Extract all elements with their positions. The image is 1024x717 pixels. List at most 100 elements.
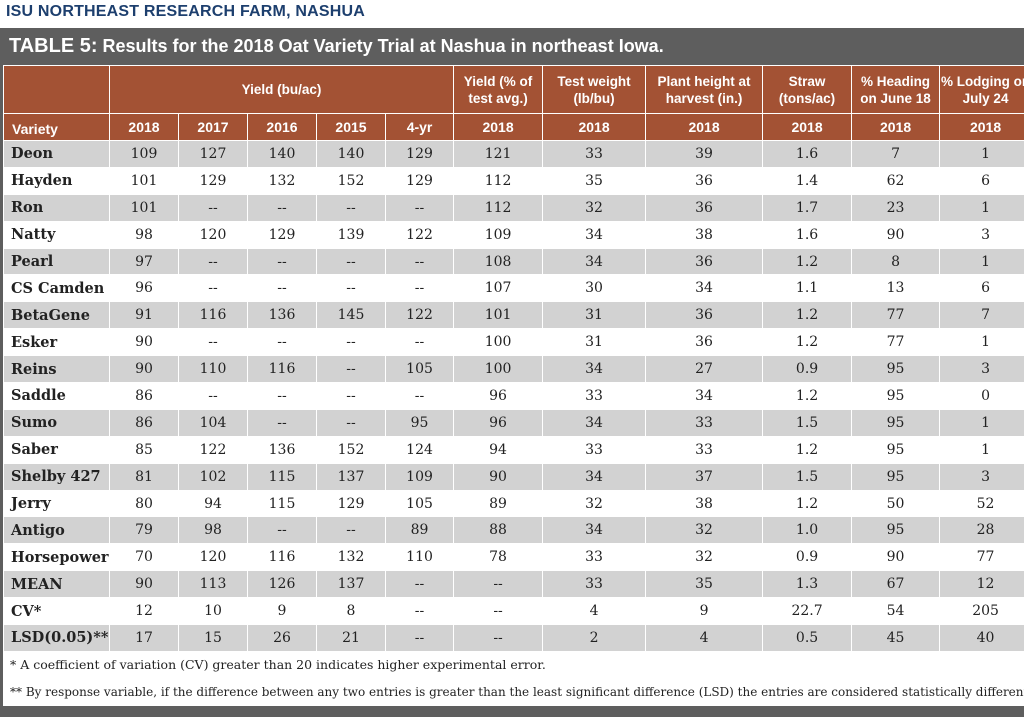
value-cell: 8 [316,597,386,626]
value-cell: 35 [542,166,647,195]
value-cell: 77 [851,328,941,357]
value-cell: 2 [542,624,647,652]
table-row: CV* 12 10 9 8 -- -- 4 9 22.7 54 205 [3,597,1024,626]
value-cell: -- [384,328,455,357]
value-cell: 95 [384,408,455,437]
table-row: Sumo 86 104 -- -- 95 96 34 33 1.5 95 1 [3,408,1024,437]
value-cell: 1.2 [762,328,853,357]
value-cell: 32 [542,489,647,518]
value-cell: 34 [542,462,647,491]
value-cell: 6 [939,274,1024,303]
value-cell: 120 [178,220,248,249]
value-cell: 38 [645,489,764,518]
variety-cell: Hayden [3,166,110,195]
variety-cell: Antigo [3,516,110,545]
value-cell: 7 [939,301,1024,330]
year-header: 2016 [247,113,317,141]
value-cell: 116 [247,543,317,572]
value-cell: 36 [645,301,764,330]
value-cell: 35 [645,570,764,599]
value-cell: 1.6 [762,220,853,249]
value-cell: 15 [178,624,248,652]
value-cell: 26 [247,624,317,652]
value-cell: -- [247,274,317,303]
variety-header: Variety [3,113,110,141]
variety-cell: BetaGene [3,301,110,330]
value-cell: -- [316,247,386,276]
value-cell: -- [453,597,544,626]
value-cell: 94 [453,435,544,464]
table-title-text: Results for the 2018 Oat Variety Trial a… [97,36,664,56]
variety-cell: Pearl [3,247,110,276]
value-cell: -- [316,516,386,545]
variety-cell: Ron [3,193,110,222]
value-cell: 1 [939,193,1024,222]
value-cell: 100 [453,328,544,357]
value-cell: -- [453,624,544,652]
value-cell: 88 [453,516,544,545]
value-cell: 50 [851,489,941,518]
value-cell: 139 [316,220,386,249]
value-cell: 34 [645,382,764,410]
value-cell: 129 [384,140,455,168]
value-cell: 95 [851,462,941,491]
value-cell: 1.1 [762,274,853,303]
value-cell: 1.3 [762,570,853,599]
plant-height-header: Plant height at harvest (in.) [645,65,764,114]
value-cell: 34 [542,355,647,384]
value-cell: 1.2 [762,435,853,464]
value-cell: -- [384,570,455,599]
value-cell: -- [316,382,386,410]
value-cell: 36 [645,166,764,195]
value-cell: -- [178,328,248,357]
variety-cell: Saber [3,435,110,464]
value-cell: 4 [645,624,764,652]
variety-cell: Saddle [3,382,110,410]
value-cell: -- [247,247,317,276]
value-cell: 1.2 [762,301,853,330]
value-cell: 1 [939,328,1024,357]
value-cell: 32 [645,543,764,572]
value-cell: 9 [645,597,764,626]
value-cell: 116 [178,301,248,330]
value-cell: 107 [453,274,544,303]
variety-cell: Natty [3,220,110,249]
value-cell: 101 [109,193,179,222]
value-cell: 109 [453,220,544,249]
value-cell: 1 [939,140,1024,168]
value-cell: 77 [939,543,1024,572]
value-cell: 112 [453,193,544,222]
value-cell: 105 [384,489,455,518]
year-header: 2018 [109,113,179,141]
value-cell: 86 [109,408,179,437]
variety-cell: Reins [3,355,110,384]
value-cell: -- [247,516,317,545]
table-row: Shelby 427 81 102 115 137 109 90 34 37 1.5 95 3 [3,462,1024,491]
value-cell: 140 [316,140,386,168]
table-row: Horsepower 70 120 116 132 110 78 33 32 0.9 90 77 [3,543,1024,572]
value-cell: 122 [178,435,248,464]
results-body: Deon 109 127 140 140 129 121 33 39 1.6 7 1 Hayden 101… [3,140,1024,652]
table-row: Pearl 97 -- -- -- -- 108 34 36 1.2 8 1 [3,247,1024,276]
value-cell: 129 [384,166,455,195]
footnote-lsd: ** By response variable, if the differen… [2,677,1024,706]
value-cell: 33 [542,382,647,410]
value-cell: 137 [316,570,386,599]
value-cell: 21 [316,624,386,652]
value-cell: 126 [247,570,317,599]
value-cell: 137 [316,462,386,491]
value-cell: 108 [453,247,544,276]
year-header: 2018 [851,113,941,141]
value-cell: 122 [384,301,455,330]
value-cell: 79 [109,516,179,545]
value-cell: 12 [939,570,1024,599]
table-title-prefix: TABLE 5: [9,35,98,57]
value-cell: 96 [109,274,179,303]
table-row: BetaGene 91 116 136 145 122 101 31 36 1.2 77 7 [3,301,1024,330]
value-cell: 0.9 [762,355,853,384]
value-cell: 4 [542,597,647,626]
value-cell: 70 [109,543,179,572]
value-cell: -- [316,408,386,437]
variety-cell: Shelby 427 [3,462,110,491]
value-cell: 1.2 [762,489,853,518]
